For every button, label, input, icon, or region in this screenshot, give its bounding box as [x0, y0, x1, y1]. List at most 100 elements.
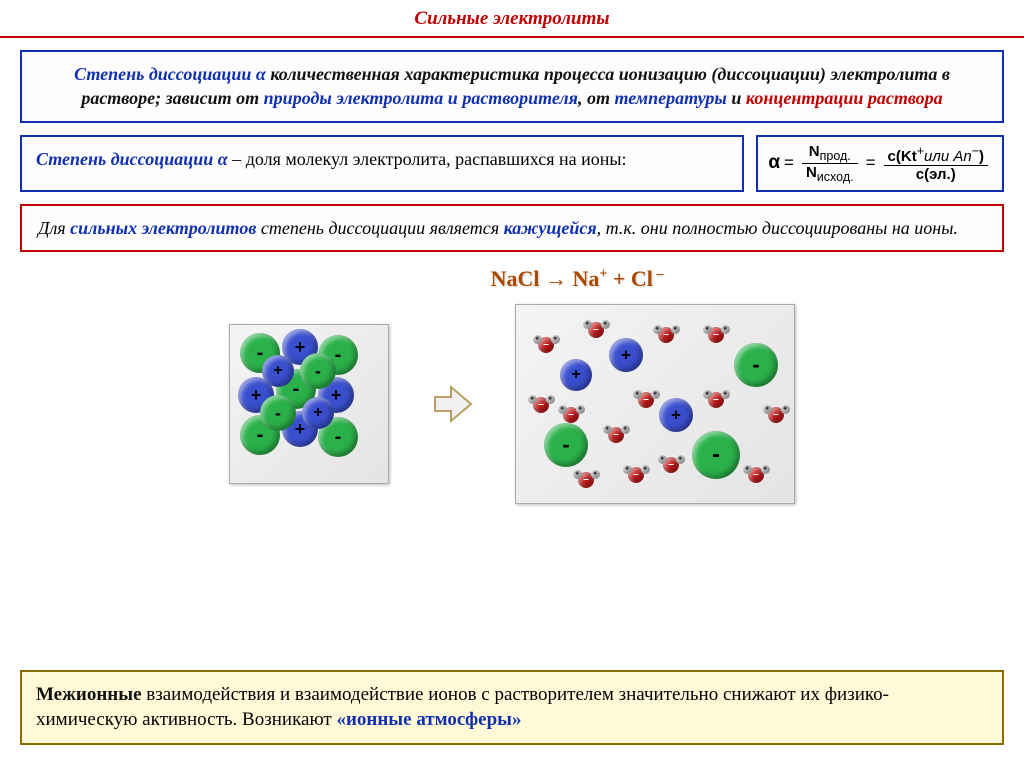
sup: +	[917, 144, 924, 158]
numerator: c(Kt+или An−)	[884, 144, 988, 166]
ion-sign: -	[315, 362, 321, 380]
h-sign: +	[575, 470, 579, 477]
ion-sign: +	[273, 363, 282, 379]
ion-sign: -	[562, 434, 569, 456]
o-sign: –	[633, 470, 639, 480]
definition-row: Степень диссоциации α – доля молекул эле…	[20, 135, 1004, 192]
plus: +	[607, 266, 631, 291]
text: Для	[38, 218, 70, 238]
h-sign: +	[578, 405, 582, 412]
ion-sign: -	[293, 379, 300, 399]
h-sign: +	[745, 465, 749, 472]
h-sign: +	[705, 325, 709, 332]
text: , от	[578, 88, 615, 108]
h-sign: +	[605, 425, 609, 432]
sub: прод.	[820, 149, 851, 163]
nacl: NaCl	[491, 266, 540, 291]
sup: −	[972, 144, 979, 158]
o-sign: –	[643, 395, 649, 405]
o-sign: –	[593, 325, 599, 335]
o-sign: –	[613, 430, 619, 440]
h-sign: +	[585, 320, 589, 327]
ion-sign: +	[251, 386, 262, 404]
ion-sign: +	[571, 367, 580, 383]
txt: c(эл.)	[916, 166, 956, 183]
term: Степень диссоциации α	[36, 149, 228, 169]
o-sign: –	[668, 460, 674, 470]
solution-diagram: ++–++–++–++–++–++–++–++–++–++–++–++–++–+…	[515, 304, 795, 504]
o-sign: –	[538, 400, 544, 410]
cl-charge: –	[653, 267, 664, 282]
h-sign: +	[660, 455, 664, 462]
h-sign: +	[655, 325, 659, 332]
ion-sign: +	[313, 405, 322, 421]
txt: c(Kt	[888, 148, 917, 165]
ion-sign: +	[621, 346, 631, 363]
sub: исход.	[817, 170, 854, 184]
denominator: Nисход.	[802, 164, 858, 184]
numerator: Nпрод.	[802, 143, 858, 164]
h-sign: +	[678, 455, 682, 462]
ion-sign: +	[295, 420, 306, 438]
h-sign: +	[673, 325, 677, 332]
o-sign: –	[568, 410, 574, 420]
note-box-strong-electrolytes: Для сильных электролитов степень диссоци…	[20, 204, 1004, 252]
h-sign: +	[548, 395, 552, 402]
ion-sign: -	[275, 404, 281, 422]
text-temperature: температуры	[614, 88, 726, 108]
o-sign: –	[543, 340, 549, 350]
interionic: Межионные	[36, 684, 142, 705]
na: Na	[572, 266, 599, 291]
alpha-symbol: α	[768, 152, 780, 174]
text: – доля молекул электролита, распавшихся …	[228, 149, 627, 169]
ion-sign: -	[335, 345, 342, 365]
h-sign: +	[783, 405, 787, 412]
ion-sign: +	[295, 338, 306, 356]
h-sign: +	[535, 335, 539, 342]
h-sign: +	[723, 325, 727, 332]
h-sign: +	[625, 465, 629, 472]
h-sign: +	[603, 320, 607, 327]
arrow: →	[539, 266, 572, 291]
text-nature: природы электролита и растворителя	[264, 88, 578, 108]
h-sign: +	[653, 390, 657, 397]
equals: =	[784, 153, 794, 173]
fraction-2: c(Kt+или An−) c(эл.)	[884, 144, 988, 183]
fraction-1: Nпрод. Nисход.	[802, 143, 858, 184]
ionic-atmospheres: «ионные атмосферы»	[336, 709, 521, 730]
term-alpha: Степень диссоциации α	[74, 64, 266, 84]
h-sign: +	[643, 465, 647, 472]
arrow-icon	[429, 381, 475, 427]
ion-sign: -	[335, 427, 342, 447]
o-sign: –	[713, 330, 719, 340]
formula-box: α = Nпрод. Nисход. = c(Kt+или An−) c(эл.…	[756, 135, 1004, 192]
o-sign: –	[753, 470, 759, 480]
txt: или An	[924, 148, 972, 165]
ion-sign: -	[257, 425, 264, 445]
o-sign: –	[583, 475, 589, 485]
page-title: Сильные электролиты	[0, 0, 1024, 38]
h-sign: +	[560, 405, 564, 412]
o-sign: –	[713, 395, 719, 405]
strong-electrolytes: сильных электролитов	[70, 218, 256, 238]
o-sign: –	[663, 330, 669, 340]
diagram-row: -+-+-+-+-+--+ ++–++–++–++–++–++–++–++–++…	[0, 304, 1024, 504]
h-sign: +	[530, 395, 534, 402]
text: степень диссоциации является	[256, 218, 503, 238]
equals: =	[866, 153, 876, 173]
text: и	[727, 88, 746, 108]
ion-sign: +	[331, 386, 342, 404]
ion-sign: +	[671, 406, 681, 423]
h-sign: +	[593, 470, 597, 477]
apparent: кажущейся	[504, 218, 597, 238]
dissociation-equation: NaCl → Na+ + Cl –	[130, 266, 1024, 292]
txt: )	[979, 148, 984, 165]
o-sign: –	[773, 410, 779, 420]
ion-sign: -	[257, 343, 264, 363]
h-sign: +	[623, 425, 627, 432]
ion-sign: -	[712, 443, 720, 467]
definition-box-alpha: Степень диссоциации α количественная хар…	[20, 50, 1004, 123]
h-sign: +	[723, 390, 727, 397]
h-sign: +	[765, 405, 769, 412]
cl: Cl	[631, 266, 653, 291]
